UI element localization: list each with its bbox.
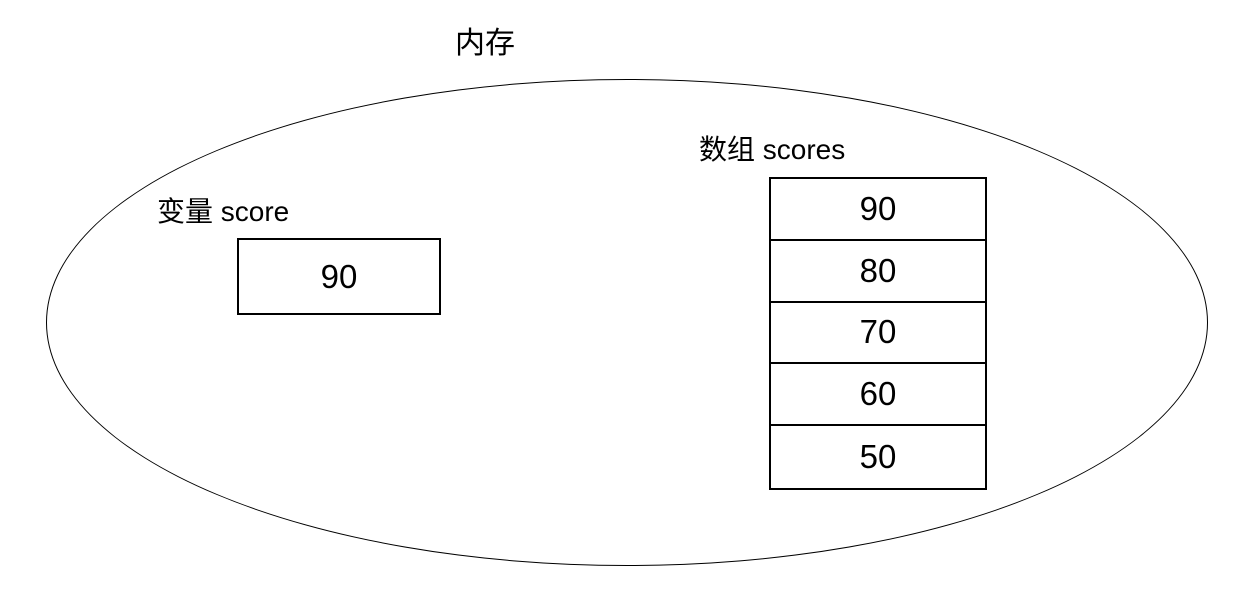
array-cell: 50 bbox=[771, 426, 985, 488]
memory-ellipse bbox=[46, 79, 1208, 566]
array-cell-value: 80 bbox=[859, 251, 897, 289]
array-cell-value: 50 bbox=[859, 438, 897, 476]
array-box: 90 80 70 60 50 bbox=[769, 177, 987, 490]
variable-label: 变量 score bbox=[157, 196, 290, 227]
variable-value: 90 bbox=[320, 257, 358, 295]
array-cell: 90 bbox=[771, 179, 985, 241]
array-cell-value: 70 bbox=[859, 313, 897, 351]
variable-box: 90 bbox=[237, 238, 441, 315]
array-cell: 70 bbox=[771, 303, 985, 365]
array-cell: 60 bbox=[771, 364, 985, 427]
array-cell: 80 bbox=[771, 241, 985, 303]
array-label: 数组 scores bbox=[699, 134, 846, 165]
array-cell-value: 60 bbox=[859, 375, 897, 413]
diagram-title: 内存 bbox=[455, 27, 515, 60]
array-cell-value: 90 bbox=[859, 189, 897, 227]
